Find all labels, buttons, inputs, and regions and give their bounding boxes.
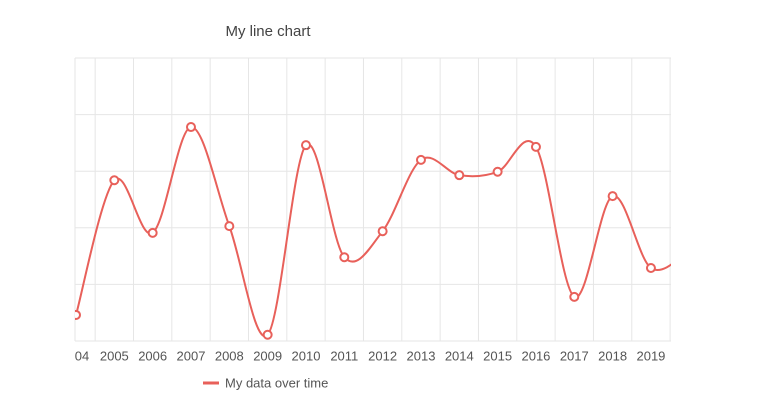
x-tick-label: 2017 [560,348,589,363]
x-tick-label: 2011 [330,348,358,363]
x-tick-label: 04 [75,348,89,363]
data-point [569,291,580,302]
data-point [300,140,311,151]
x-tick-label: 2015 [483,348,512,363]
x-tick-label: 2013 [407,348,436,363]
x-tick-label: 2006 [138,348,167,363]
x-tick-label: 2012 [368,348,397,363]
data-point [645,262,656,273]
data-point [530,141,541,152]
x-tick-label: 2019 [636,348,665,363]
data-point [415,154,426,165]
data-point [492,166,503,177]
x-tick-label: 2016 [521,348,550,363]
legend-label: My data over time [225,375,328,390]
x-tick-label: 2010 [292,348,321,363]
data-point [185,122,196,133]
data-point [262,329,273,340]
data-point [147,227,158,238]
data-point [377,226,388,237]
x-tick-label: 2018 [598,348,627,363]
data-point [75,309,81,320]
x-tick-label: 2008 [215,348,244,363]
x-tick-label: 2007 [177,348,206,363]
data-point [454,170,465,181]
data-point [607,191,618,202]
data-point [224,221,235,232]
data-point [109,175,120,186]
data-point [339,252,350,263]
chart-title: My line chart [225,23,311,40]
data-point [685,246,693,254]
x-tick-label: 2014 [445,348,474,363]
x-tick-label: 2009 [253,348,282,363]
x-tick-label: 2005 [100,348,129,363]
